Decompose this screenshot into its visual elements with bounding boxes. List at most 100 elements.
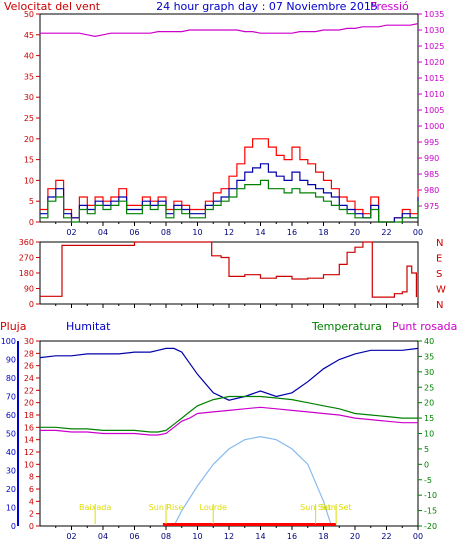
wind-max-line (40, 138, 419, 223)
event-label: Sun Rise (149, 503, 184, 512)
rain-tick-label: 2 (29, 510, 34, 519)
x-tick-label: 08 (161, 228, 171, 237)
y2-tick-label: 1020 (424, 58, 444, 67)
x-tick-label: 06 (129, 532, 139, 541)
temperature-line (40, 395, 418, 433)
temperature-tick-label: 20 (424, 399, 434, 408)
humidity-tick-label: 60 (6, 411, 16, 420)
y-tick-label: 0 (29, 300, 34, 309)
x-tick-label: 18 (318, 228, 328, 237)
y-tick-label: 10 (24, 176, 34, 185)
x-tick-label: 00 (413, 228, 423, 237)
y2-tick-label: 1030 (424, 26, 444, 35)
event-label: Sun Set (321, 503, 352, 512)
y-tick-label: 25 (24, 114, 34, 123)
temperature-tick-label: -10 (424, 491, 437, 500)
pressure-line (40, 23, 419, 38)
temperature-tick-label: -5 (424, 476, 432, 485)
y2-tick-label: 1000 (424, 122, 444, 131)
rain-tick-label: 0 (29, 522, 34, 531)
rain-tick-label: 24 (24, 374, 34, 383)
y-tick-label: 5 (29, 197, 34, 206)
y2-tick-label: 1005 (424, 106, 444, 115)
event-label: Lourde (200, 503, 228, 512)
rain-tick-label: 10 (24, 460, 34, 469)
rain-tick-label: 18 (24, 411, 34, 420)
y-tick-label: 45 (24, 31, 34, 40)
direction-line (40, 241, 417, 298)
humidity-tick-label: 30 (6, 467, 16, 476)
temperature-label: Temperatura (311, 320, 382, 333)
wind-pressure-panel: 0510152025303540455097598098599099510001… (24, 10, 445, 237)
rain-tick-label: 28 (24, 349, 34, 358)
x-tick-label: 04 (98, 532, 108, 541)
wind-speed-label: Velocitat del vent (4, 0, 101, 13)
compass-label: N (436, 238, 443, 249)
compass-label: E (436, 254, 442, 265)
wind-average-line (40, 163, 419, 223)
temperature-tick-label: 0 (424, 460, 429, 469)
temperature-tick-label: 5 (424, 445, 429, 454)
humidity-tick-label: 10 (6, 504, 16, 513)
rain-tick-label: 30 (24, 337, 34, 346)
y2-tick-label: 1015 (424, 74, 444, 83)
compass-label: W (436, 285, 446, 296)
x-tick-label: 12 (224, 228, 234, 237)
y2-tick-label: 1035 (424, 10, 444, 19)
humidity-label: Humitat (66, 320, 111, 333)
humidity-tick-label: 70 (6, 393, 16, 402)
y2-tick-label: 995 (424, 138, 439, 147)
temperature-tick-label: 30 (424, 368, 434, 377)
x-tick-label: 04 (98, 228, 108, 237)
rain-tick-label: 20 (24, 399, 34, 408)
event-label: Baixada (79, 503, 111, 512)
y2-tick-label: 980 (424, 186, 439, 195)
humidity-tick-label: 90 (6, 356, 16, 365)
rain-tick-label: 8 (29, 473, 34, 482)
y-tick-label: 35 (24, 72, 34, 81)
sun-elevation-curve (173, 435, 332, 527)
x-tick-label: 02 (66, 532, 76, 541)
humidity-tick-label: 20 (6, 485, 16, 494)
y-tick-label: 270 (19, 254, 34, 263)
y-tick-label: 360 (19, 238, 34, 247)
x-tick-label: 06 (129, 228, 139, 237)
rain-tick-label: 22 (24, 386, 34, 395)
y-tick-label: 40 (24, 52, 34, 61)
y2-tick-label: 1025 (424, 42, 444, 51)
rain-tick-label: 12 (24, 448, 34, 457)
dewpoint-line (40, 406, 418, 436)
y-tick-label: 20 (24, 135, 34, 144)
x-tick-label: 16 (287, 228, 297, 237)
humidity-tick-label: 40 (6, 448, 16, 457)
y2-tick-label: 990 (424, 154, 439, 163)
compass-label: S (436, 269, 442, 280)
humidity-line (39, 347, 419, 401)
rain-tick-label: 16 (24, 423, 34, 432)
x-tick-label: 22 (381, 532, 391, 541)
x-tick-label: 12 (224, 532, 234, 541)
rain-tick-label: 14 (24, 436, 34, 445)
dewpoint-label: Punt rosada (392, 320, 457, 333)
x-tick-label: 14 (255, 228, 265, 237)
daylight-bar (162, 523, 337, 526)
x-tick-label: 10 (192, 532, 202, 541)
y-tick-label: 90 (24, 285, 34, 294)
y-tick-label: 50 (24, 10, 34, 19)
temperature-tick-label: 40 (424, 337, 434, 346)
event-label: Sun Set (300, 503, 331, 512)
wind-gust-line (40, 179, 419, 223)
humidity-temperature-panel: 0102030405060708090100024681012141618202… (1, 337, 437, 541)
x-tick-label: 02 (66, 228, 76, 237)
x-tick-label: 08 (161, 532, 171, 541)
x-tick-label: 14 (255, 532, 265, 541)
temperature-tick-label: 25 (424, 383, 434, 392)
rain-tick-label: 6 (29, 485, 34, 494)
temperature-tick-label: 15 (424, 414, 434, 423)
rain-tick-label: 26 (24, 362, 34, 371)
humidity-tick-label: 100 (1, 337, 16, 346)
wind-direction-panel: 0 N 90 W 180 S 270 E 360 N (19, 238, 446, 311)
x-tick-label: 22 (381, 228, 391, 237)
y2-tick-label: 985 (424, 170, 439, 179)
temperature-tick-label: 35 (424, 352, 434, 361)
